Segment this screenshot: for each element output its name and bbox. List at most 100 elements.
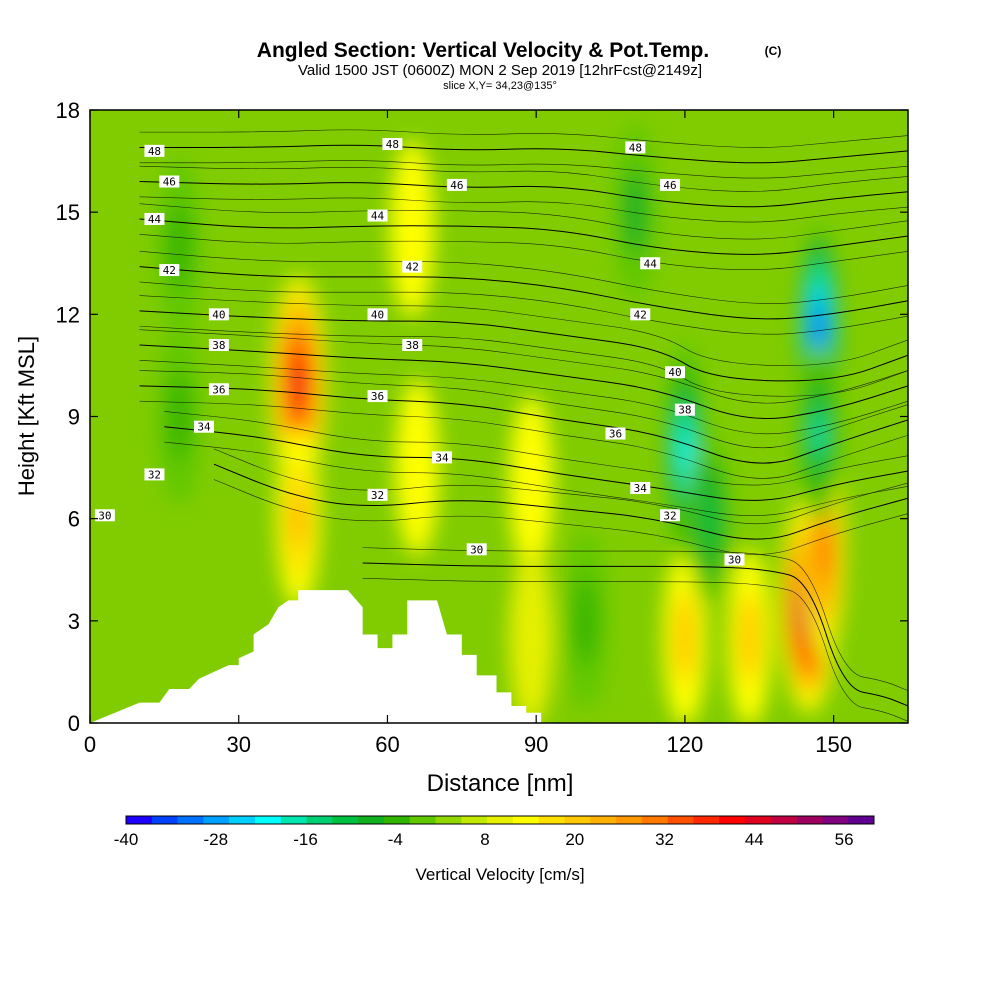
contour-label-text: 48	[629, 141, 642, 154]
y-axis-label: Height [Kft MSL]	[14, 336, 39, 496]
contour-label: 38	[674, 403, 695, 417]
contour-label-text: 42	[634, 308, 647, 321]
isentrope-48	[139, 144, 908, 164]
contour-label-text: 48	[386, 138, 399, 151]
x-tick-label: 30	[226, 732, 250, 757]
y-tick-label: 3	[68, 609, 80, 634]
colorbar-swatch	[745, 816, 772, 824]
isentrope-38	[139, 344, 908, 419]
colorbar-tick-label: -28	[203, 830, 228, 849]
isentrope-minor	[139, 129, 908, 148]
velocity-blob	[168, 372, 191, 461]
y-tick-label: 18	[56, 98, 80, 123]
contour-label-text: 30	[470, 543, 483, 556]
contour-label: 32	[144, 468, 165, 481]
colorbar-label: Vertical Velocity [cm/s]	[415, 865, 584, 884]
colorbar-swatch	[667, 816, 694, 824]
colorbar-swatch	[306, 816, 333, 824]
velocity-blob	[168, 201, 191, 291]
chart-subtitle: Valid 1500 JST (0600Z) MON 2 Sep 2019 [1…	[298, 62, 702, 79]
velocity-blob	[702, 489, 718, 549]
velocity-blob	[815, 315, 822, 347]
contour-label: 48	[382, 138, 403, 151]
colorbar-swatch	[461, 816, 488, 824]
isentrope-44	[139, 218, 908, 255]
contour-label-text: 38	[678, 404, 691, 417]
colorbar-swatch	[332, 816, 359, 824]
potential-temperature-contours	[139, 129, 908, 722]
isentrope-minor	[139, 281, 908, 335]
contour-label: 36	[605, 427, 626, 441]
isentrope-minor	[139, 360, 908, 435]
contour-label: 48	[625, 141, 646, 154]
contour-label: 36	[367, 390, 388, 403]
isentrope-minor	[139, 329, 908, 404]
colorbar-swatch	[151, 816, 178, 824]
contour-label-text: 40	[212, 308, 225, 321]
isentrope-minor	[213, 448, 908, 525]
plot-background	[90, 110, 908, 723]
isentrope-minor	[139, 196, 908, 223]
x-axis-ticks: 0 30 60 90 120 150	[84, 110, 852, 757]
contour-label: 38	[208, 338, 229, 352]
colorbar-swatch	[693, 816, 720, 824]
velocity-blob	[680, 428, 690, 473]
colorbar-tick-label: 8	[480, 830, 489, 849]
y-tick-label: 15	[56, 200, 80, 225]
contour-label: 42	[630, 308, 651, 321]
colorbar-swatch	[848, 816, 875, 824]
isentrope-42	[139, 266, 908, 320]
contour-label-text: 32	[148, 468, 161, 481]
contour-label-text: 44	[371, 210, 385, 223]
colorbar-tick-label: -4	[388, 830, 403, 849]
contour-label: 30	[94, 509, 115, 522]
velocity-blob	[624, 167, 647, 257]
plot-area: 48 46 44 42 40 38 36 34 32 30 48 44 40 36 32 46 42 38 34 30…	[89, 109, 909, 724]
contour-label-text: 48	[148, 145, 161, 158]
contour-label-text: 42	[406, 261, 419, 274]
isentrope-minor	[139, 160, 908, 179]
colorbar-tick-label: 44	[745, 830, 764, 849]
velocity-blob	[509, 549, 554, 723]
contour-label: 46	[660, 178, 681, 192]
isentrope-minor	[139, 370, 908, 449]
colorbar-swatch	[590, 816, 617, 824]
contour-label-text: 46	[163, 176, 176, 189]
velocity-blob	[395, 379, 440, 557]
velocity-blob	[390, 140, 435, 318]
colorbar-swatch	[796, 816, 823, 824]
contour-label: 30	[466, 543, 487, 556]
x-tick-label: 0	[84, 732, 96, 757]
contour-label-text: 42	[163, 264, 176, 277]
contour-label: 40	[664, 366, 685, 379]
x-tick-label: 60	[375, 732, 399, 757]
isentrope-minor	[139, 295, 908, 366]
velocity-blob	[819, 530, 829, 575]
isentrope-minor	[164, 441, 908, 516]
contour-label: 42	[159, 264, 180, 277]
contour-label: 44	[144, 212, 165, 226]
colorbar-swatch	[435, 816, 462, 824]
contour-label-text: 30	[728, 554, 741, 567]
colorbar-swatch	[641, 816, 668, 824]
contour-label: 48	[144, 144, 165, 158]
isentrope-minor	[139, 400, 908, 479]
colorbar-swatch	[254, 816, 282, 824]
slice-label: slice X,Y= 34,23@135°	[443, 80, 557, 92]
contour-label: 32	[660, 509, 681, 522]
contour-label: 36	[208, 383, 229, 396]
colorbar-tick-label: 56	[835, 830, 854, 849]
velocity-blob	[738, 593, 761, 683]
contour-label-text: 34	[435, 451, 449, 464]
colorbar-swatch	[770, 816, 797, 824]
contour-label-text: 36	[212, 383, 225, 396]
x-tick-label: 150	[815, 732, 852, 757]
velocity-blob	[673, 593, 696, 683]
isentrope-36	[139, 385, 908, 464]
isentrope-minor	[139, 203, 908, 240]
contour-label: 34	[194, 420, 215, 434]
isentrope-minor	[139, 234, 908, 271]
colorbar-swatch	[616, 816, 643, 824]
velocity-blob	[294, 366, 303, 399]
colorbar-swatch	[126, 816, 153, 824]
